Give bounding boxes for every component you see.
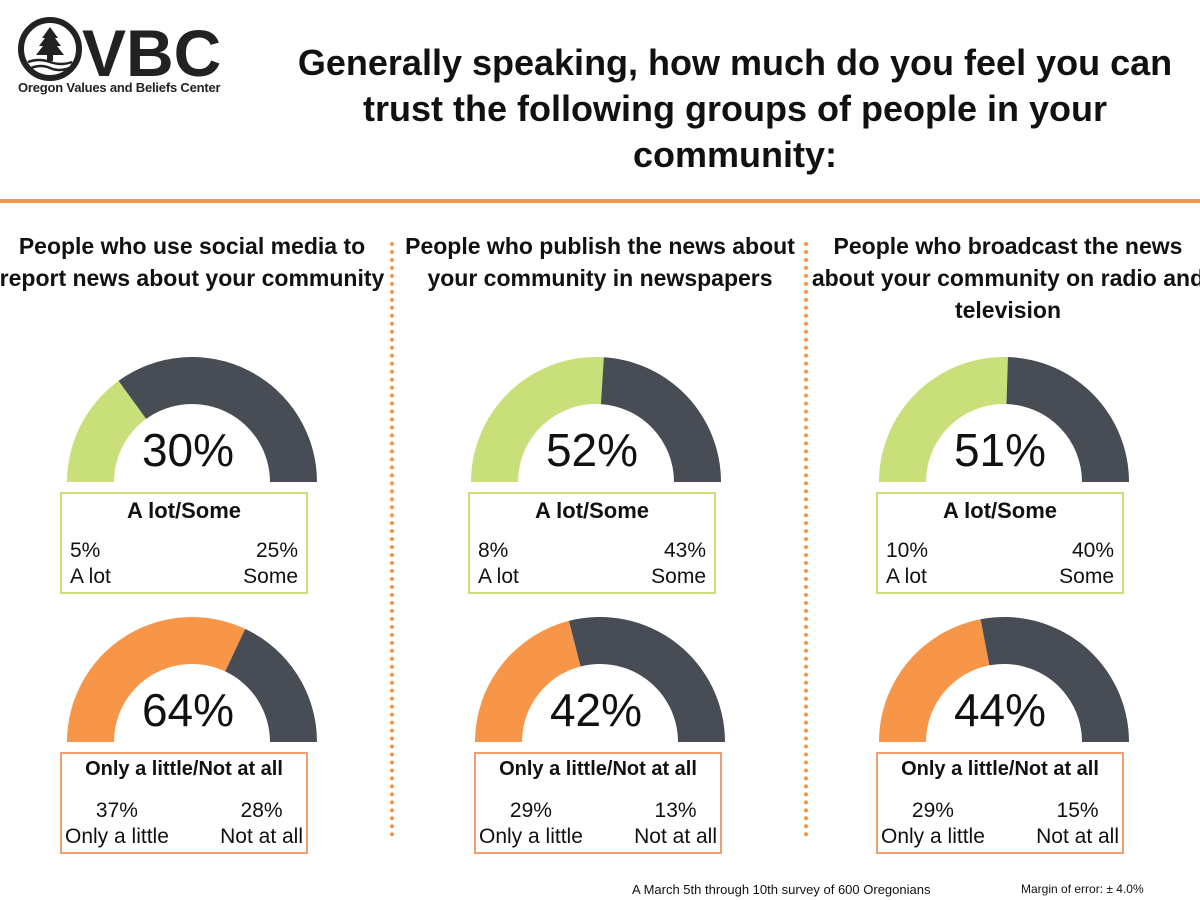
a-lot-value: 5% bbox=[70, 539, 101, 562]
some-label: Some bbox=[243, 565, 298, 588]
trust-box-title: A lot/Some bbox=[942, 498, 1058, 523]
some-value: 43% bbox=[663, 539, 706, 562]
distrust-percent-label: 64% bbox=[142, 684, 234, 736]
only-a-little-stat: 29% Only a little bbox=[479, 798, 583, 850]
trust-percent-label: 52% bbox=[546, 424, 638, 476]
only-a-little-label: Only a little bbox=[479, 825, 583, 848]
not-at-all-stat: 28% Not at all bbox=[220, 798, 303, 850]
trust-gauge: 51% bbox=[879, 357, 1129, 482]
trust-box-title: A lot/Some bbox=[126, 498, 242, 523]
panel-title: People who use social media to report ne… bbox=[0, 233, 385, 291]
trust-breakdown-box: A lot/Some 10% A lot 40% Some bbox=[876, 492, 1124, 594]
gauge-chart: 30% 64% bbox=[67, 357, 317, 742]
panel-social-media: People who use social media to report ne… bbox=[0, 230, 392, 870]
distrust-box-title: Only a little/Not at all bbox=[499, 758, 697, 780]
logo: VBC Oregon Values and Beliefs Center bbox=[14, 12, 264, 102]
gauge-chart: 52% 42% bbox=[471, 357, 725, 742]
only-a-little-value: 29% bbox=[911, 799, 954, 822]
logo-ring bbox=[18, 17, 82, 81]
only-a-little-label: Only a little bbox=[65, 825, 169, 848]
trust-gauge-remainder bbox=[1006, 357, 1129, 482]
only-a-little-value: 29% bbox=[509, 799, 552, 822]
distrust-gauge-segment bbox=[67, 617, 246, 742]
distrust-gauge-segment bbox=[475, 620, 581, 742]
trust-gauge-remainder bbox=[118, 357, 317, 482]
distrust-breakdown-box: Only a little/Not at all 37% Only a litt… bbox=[60, 752, 308, 854]
header-rule bbox=[0, 199, 1200, 203]
gauge-chart: 51% 44% bbox=[879, 357, 1129, 742]
distrust-breakdown-box: Only a little/Not at all 29% Only a litt… bbox=[474, 752, 722, 854]
tree-icon bbox=[36, 27, 64, 61]
not-at-all-stat: 13% Not at all bbox=[634, 798, 717, 850]
trust-gauge: 52% bbox=[471, 357, 721, 482]
distrust-percent-label: 42% bbox=[550, 684, 642, 736]
column-divider-1 bbox=[390, 242, 394, 837]
margin-of-error: Margin of error: ± 4.0% bbox=[1021, 882, 1144, 896]
panel-title: People who broadcast the news about your… bbox=[811, 233, 1200, 323]
only-a-little-label: Only a little bbox=[881, 825, 985, 848]
a-lot-value: 10% bbox=[886, 539, 929, 562]
not-at-all-label: Not at all bbox=[634, 825, 717, 848]
a-lot-value: 8% bbox=[478, 539, 509, 562]
some-stat: 43% Some bbox=[651, 538, 706, 590]
trust-gauge-remainder bbox=[600, 357, 721, 482]
a-lot-stat: 8% A lot bbox=[478, 538, 519, 590]
only-a-little-stat: 29% Only a little bbox=[881, 798, 985, 850]
distrust-gauge-remainder bbox=[980, 617, 1129, 742]
survey-note: A March 5th through 10th survey of 600 O… bbox=[632, 882, 931, 897]
not-at-all-value: 28% bbox=[240, 799, 283, 822]
trust-breakdown-box: A lot/Some 8% A lot 43% Some bbox=[468, 492, 716, 594]
some-value: 25% bbox=[255, 539, 298, 562]
distrust-gauge: 44% bbox=[879, 617, 1129, 742]
distrust-gauge: 42% bbox=[475, 617, 725, 742]
a-lot-label: A lot bbox=[886, 565, 927, 588]
some-label: Some bbox=[1059, 565, 1114, 588]
distrust-gauge: 64% bbox=[67, 617, 317, 742]
a-lot-stat: 5% A lot bbox=[70, 538, 111, 590]
some-value: 40% bbox=[1071, 539, 1114, 562]
some-label: Some bbox=[651, 565, 706, 588]
not-at-all-label: Not at all bbox=[220, 825, 303, 848]
a-lot-label: A lot bbox=[478, 565, 519, 588]
logo-subtitle: Oregon Values and Beliefs Center bbox=[18, 80, 221, 95]
not-at-all-stat: 15% Not at all bbox=[1036, 798, 1119, 850]
not-at-all-label: Not at all bbox=[1036, 825, 1119, 848]
trust-box-title: A lot/Some bbox=[534, 498, 650, 523]
column-divider-2 bbox=[804, 242, 808, 837]
some-stat: 25% Some bbox=[243, 538, 298, 590]
page-title: Generally speaking, how much do you feel… bbox=[297, 42, 1173, 175]
trust-percent-label: 30% bbox=[142, 424, 234, 476]
not-at-all-value: 13% bbox=[654, 799, 697, 822]
distrust-box-title: Only a little/Not at all bbox=[85, 758, 283, 780]
logo-mark: VBC bbox=[18, 16, 221, 82]
distrust-gauge-segment bbox=[879, 619, 990, 742]
trust-gauge-segment bbox=[879, 357, 1008, 482]
some-stat: 40% Some bbox=[1059, 538, 1114, 590]
not-at-all-value: 15% bbox=[1056, 799, 1099, 822]
distrust-box-title: Only a little/Not at all bbox=[901, 758, 1099, 780]
trust-gauge-segment bbox=[67, 380, 147, 482]
logo-text: VBC bbox=[82, 16, 221, 82]
water-lines-icon bbox=[27, 58, 73, 72]
trust-breakdown-box: A lot/Some 5% A lot 25% Some bbox=[60, 492, 308, 594]
distrust-gauge-remainder bbox=[568, 617, 725, 742]
panel-title: People who publish the news about your c… bbox=[405, 233, 795, 291]
distrust-gauge-remainder bbox=[225, 628, 317, 742]
trust-gauge: 30% bbox=[67, 357, 317, 482]
a-lot-label: A lot bbox=[70, 565, 111, 588]
distrust-percent-label: 44% bbox=[954, 684, 1046, 736]
panel-newspapers: People who publish the news about your c… bbox=[400, 230, 800, 870]
only-a-little-value: 37% bbox=[95, 799, 138, 822]
a-lot-stat: 10% A lot bbox=[886, 538, 928, 590]
trust-gauge-segment bbox=[471, 357, 604, 482]
panel-radio-television: People who broadcast the news about your… bbox=[808, 230, 1200, 870]
trust-percent-label: 51% bbox=[954, 424, 1046, 476]
only-a-little-stat: 37% Only a little bbox=[65, 798, 169, 850]
distrust-breakdown-box: Only a little/Not at all 29% Only a litt… bbox=[876, 752, 1124, 854]
